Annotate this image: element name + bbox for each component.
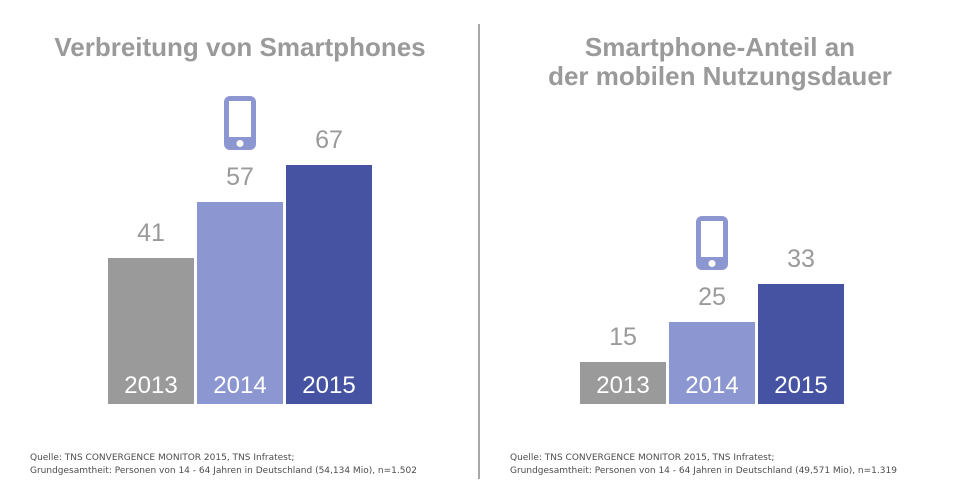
bar-group-left-2014: 57 2014 — [197, 95, 283, 404]
source-line1: Quelle: TNS CONVERGENCE MONITOR 2015, TN… — [510, 453, 775, 463]
bar-value-label: 67 — [315, 126, 343, 154]
bar-year-label: 2013 — [124, 372, 178, 399]
smartphone-icon — [224, 96, 256, 150]
bar-year-label: 2015 — [774, 372, 828, 399]
bar-group-right-2013: 15 2013 — [580, 325, 666, 404]
chart-title-right: Smartphone-Anteil an der mobilen Nutzung… — [480, 33, 960, 91]
chart-title-left: Verbreitung von Smartphones — [0, 33, 480, 62]
panel-smartphone-verbreitung: Verbreitung von Smartphones 41 2013 57 — [0, 33, 480, 478]
smartphone-icon — [696, 216, 728, 270]
panel-smartphone-anteil: Smartphone-Anteil an der mobilen Nutzung… — [480, 0, 960, 504]
bar-group-right-2015: 33 2015 — [758, 247, 844, 404]
bar-value-label: 25 — [698, 283, 726, 311]
bar-value-label: 15 — [609, 323, 637, 351]
bar-year-label: 2014 — [213, 372, 267, 399]
bar-year-label: 2013 — [596, 372, 650, 399]
bar-year-label: 2015 — [302, 372, 356, 399]
bar-group-left-2015: 67 2015 — [286, 128, 372, 404]
bar-value-label: 33 — [787, 245, 815, 273]
bar-left-2013: 2013 — [108, 258, 194, 404]
bar-chart-left: 41 2013 57 2014 67 — [108, 95, 372, 404]
bar-right-2014: 2014 — [669, 322, 755, 404]
bar-value-label: 41 — [137, 219, 165, 247]
source-line2: Grundgesamtheit: Personen von 14 - 64 Ja… — [30, 466, 417, 476]
source-note-right: Quelle: TNS CONVERGENCE MONITOR 2015, TN… — [510, 452, 897, 478]
source-line1: Quelle: TNS CONVERGENCE MONITOR 2015, TN… — [30, 453, 295, 463]
source-note-left: Quelle: TNS CONVERGENCE MONITOR 2015, TN… — [30, 452, 417, 478]
bar-right-2013: 2013 — [580, 362, 666, 404]
bar-chart-right: 15 2013 25 2014 33 — [580, 215, 844, 404]
bar-value-label: 57 — [226, 163, 254, 191]
chart-title-right-line1: Smartphone-Anteil an — [584, 32, 856, 62]
bar-left-2015: 2015 — [286, 165, 372, 404]
bar-group-right-2014: 25 2014 — [669, 215, 755, 404]
chart-title-left-line1: Verbreitung von Smartphones — [54, 32, 426, 62]
panel-divider — [478, 24, 480, 479]
source-line2: Grundgesamtheit: Personen von 14 - 64 Ja… — [510, 466, 897, 476]
bar-year-label: 2014 — [685, 372, 739, 399]
bar-group-left-2013: 41 2013 — [108, 221, 194, 404]
bar-left-2014: 2014 — [197, 202, 283, 404]
chart-title-right-line2: der mobilen Nutzungsdauer — [548, 61, 892, 91]
bar-right-2015: 2015 — [758, 284, 844, 404]
